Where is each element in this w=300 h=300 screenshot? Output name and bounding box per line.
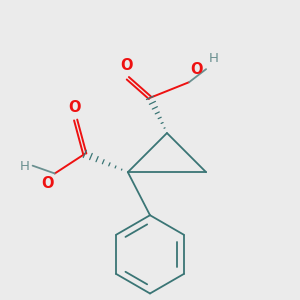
Text: H: H — [20, 160, 30, 173]
Text: O: O — [120, 58, 133, 73]
Text: O: O — [41, 176, 53, 191]
Text: O: O — [68, 100, 81, 115]
Text: H: H — [209, 52, 219, 65]
Text: O: O — [190, 62, 203, 77]
